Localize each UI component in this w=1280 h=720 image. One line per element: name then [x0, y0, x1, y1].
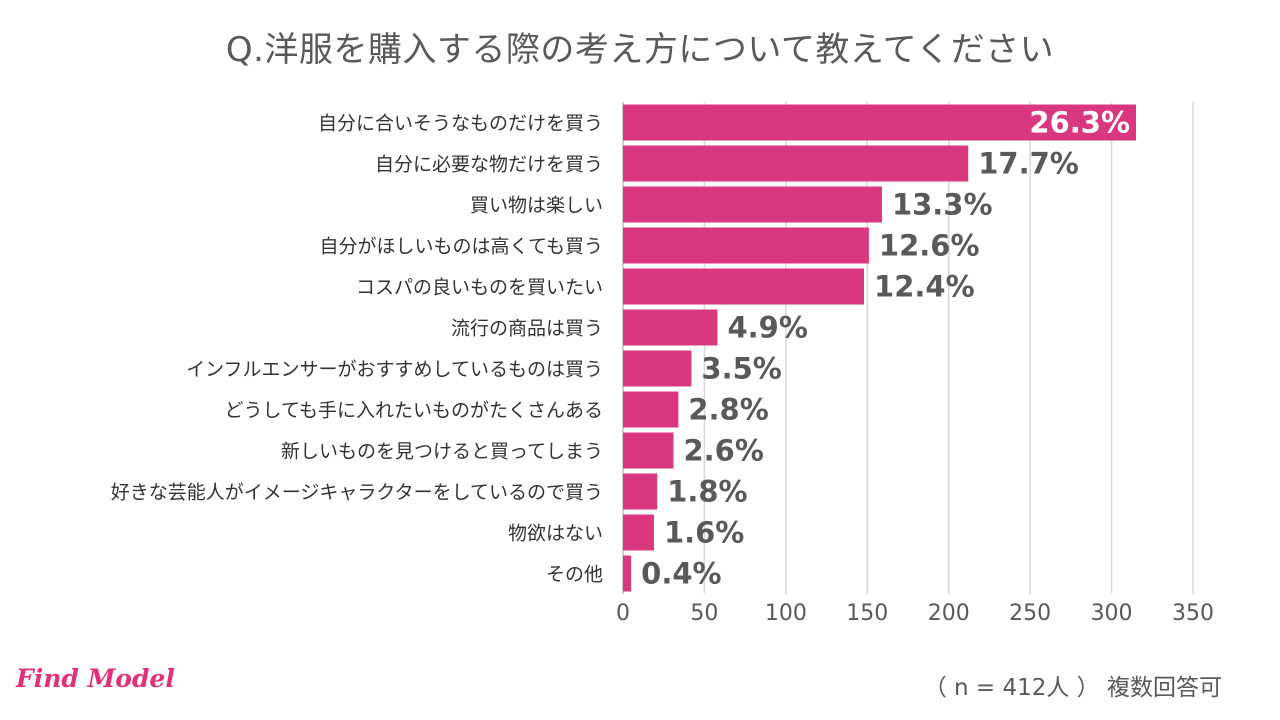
- bar: [623, 186, 882, 223]
- category-label: インフルエンサーがおすすめしているものは買う: [186, 359, 603, 381]
- value-label: 17.7%: [978, 147, 1079, 181]
- x-tick-label: 100: [765, 601, 807, 626]
- bar: [623, 555, 632, 592]
- category-label: 好きな芸能人がイメージキャラクターをしているので買う: [111, 482, 603, 504]
- bar: [623, 514, 654, 551]
- category-label: 物欲はない: [508, 523, 603, 545]
- x-tick-label: 0: [616, 601, 630, 626]
- x-tick-label: 200: [928, 601, 970, 626]
- bar: [623, 432, 674, 469]
- value-label: 4.9%: [727, 311, 807, 345]
- bar-chart: 0 50 100 150 200 250 300 350 自分に合いそうなものだけを買う 26.3…: [111, 102, 1214, 627]
- category-label: 新しいものを見つけると買ってしまう: [281, 441, 603, 463]
- bar: [623, 268, 865, 305]
- category-label: コスパの良いものを買いたい: [356, 277, 603, 299]
- bar: [623, 104, 1136, 141]
- category-label: どうしても手に入れたいものがたくさんある: [225, 400, 603, 422]
- value-label: 0.4%: [641, 557, 721, 591]
- value-label: 1.8%: [667, 475, 747, 509]
- bar: [623, 227, 869, 264]
- value-label: 12.6%: [879, 229, 980, 263]
- value-label: 2.6%: [683, 434, 763, 468]
- value-label: 2.8%: [688, 393, 768, 427]
- category-label: その他: [546, 564, 603, 586]
- brand-logo: Find Model: [16, 664, 175, 693]
- x-tick-label: 350: [1172, 601, 1214, 626]
- bar-layer: [623, 104, 1136, 592]
- x-tick-label: 300: [1091, 601, 1133, 626]
- value-label: 26.3%: [1029, 106, 1130, 140]
- value-label: 1.6%: [664, 516, 744, 550]
- bar: [623, 350, 692, 387]
- x-tick-label: 50: [690, 601, 718, 626]
- value-label: 13.3%: [892, 188, 993, 222]
- sample-size-note: （ n = 412人 ） 複数回答可: [923, 675, 1222, 701]
- bar: [623, 145, 969, 182]
- bar: [623, 391, 679, 428]
- label-layer: 0 50 100 150 200 250 300 350 自分に合いそうなものだけを買う 26.3…: [111, 106, 1214, 627]
- category-label: 自分がほしいものは高くても買う: [320, 236, 603, 258]
- bar: [623, 309, 718, 346]
- bar: [623, 473, 658, 510]
- grid-layer: [622, 102, 1194, 594]
- chart-title: Q.洋服を購入する際の考え方について教えてください: [225, 30, 1055, 70]
- x-tick-label: 250: [1009, 601, 1051, 626]
- category-label: 自分に必要な物だけを買う: [375, 154, 603, 176]
- x-tick-label: 150: [846, 601, 888, 626]
- value-label: 12.4%: [874, 270, 975, 304]
- category-label: 自分に合いそうなものだけを買う: [318, 113, 603, 135]
- value-label: 3.5%: [701, 352, 781, 386]
- category-label: 買い物は楽しい: [470, 195, 603, 217]
- category-label: 流行の商品は買う: [451, 318, 603, 340]
